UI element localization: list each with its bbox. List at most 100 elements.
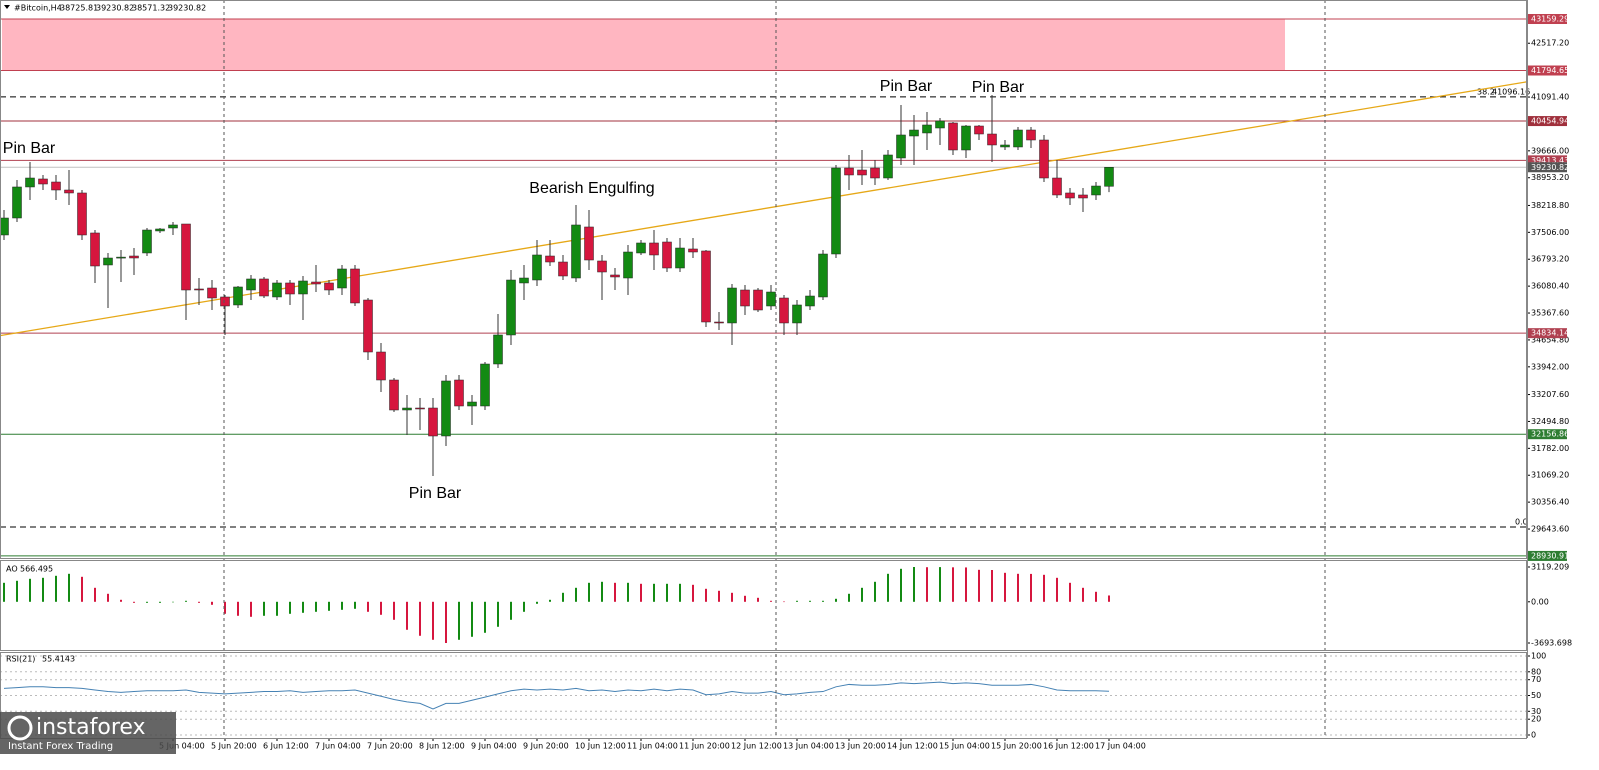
candle-body <box>233 286 243 306</box>
ao-bar <box>965 567 967 602</box>
fib-ratio: 38.2 <box>1477 87 1495 96</box>
candle-body <box>64 189 74 194</box>
ao-bar <box>315 601 317 612</box>
ao-bar <box>731 592 733 602</box>
x-tick-label: 7 Jun 20:00 <box>367 742 413 751</box>
candle-body <box>1078 194 1088 199</box>
y-tick-label: 20 <box>1531 715 1541 724</box>
price-label: 34834.14 <box>1531 329 1569 338</box>
ao-bar <box>107 593 109 602</box>
y-tick-label: 3119.209 <box>1531 563 1569 572</box>
ao-bar <box>939 567 941 602</box>
ao-bar <box>562 592 564 602</box>
candle-body <box>649 242 659 256</box>
ao-bar <box>809 600 811 602</box>
ao-bar <box>887 573 889 602</box>
y-tick-label: 34654.80 <box>1531 335 1569 344</box>
y-tick-label: 31069.20 <box>1531 471 1569 480</box>
price-label: 40454.94 <box>1531 117 1569 126</box>
ao-bar <box>133 601 135 603</box>
candle-body <box>103 257 113 266</box>
ao-name: AO <box>6 565 18 574</box>
ao-bar <box>458 601 460 640</box>
rsi-value: 55.4143 <box>42 655 75 664</box>
ao-bar <box>497 601 499 627</box>
ao-bar <box>445 601 447 644</box>
candle-body <box>1091 185 1101 196</box>
ao-bar <box>1030 573 1032 602</box>
y-tick-label: 38953.20 <box>1531 173 1569 182</box>
x-tick-label: 14 Jun 12:00 <box>887 742 938 751</box>
y-tick-label: 36080.40 <box>1531 282 1569 291</box>
ao-bar <box>471 601 473 637</box>
resistance-zone <box>2 19 1285 71</box>
ao-bar <box>900 568 902 602</box>
ao-bar <box>432 601 434 640</box>
candle-body <box>584 226 594 261</box>
x-tick-label: 15 Jun 20:00 <box>991 742 1042 751</box>
y-tick-label: 35367.60 <box>1531 309 1569 318</box>
ao-bar <box>3 582 5 602</box>
price-label-bg <box>1528 116 1567 127</box>
candle-body <box>753 289 763 311</box>
ao-bar <box>263 601 265 616</box>
fib-value: 41096.16 <box>1492 87 1530 96</box>
candle-body <box>0 217 9 236</box>
candle-body <box>363 299 373 353</box>
y-tick-label: 70 <box>1531 675 1541 684</box>
price-label: 28930.91 <box>1531 551 1569 560</box>
candle-body <box>961 125 971 151</box>
candle-body <box>90 232 100 267</box>
candle-body <box>402 407 412 411</box>
candle-body <box>389 379 399 411</box>
logo: instaforex Instant Forex Trading <box>0 712 176 754</box>
candle-body <box>220 296 230 307</box>
ao-bar <box>692 584 694 602</box>
x-tick-label: 9 Jun 20:00 <box>523 742 569 751</box>
annotation: Pin Bar <box>409 485 462 502</box>
candle-body <box>701 250 711 323</box>
candle-body <box>194 288 204 291</box>
candle-body <box>870 167 880 179</box>
ao-bar <box>575 587 577 602</box>
rsi-line <box>3 681 1110 710</box>
candle-body <box>77 192 87 236</box>
y-tick-label: 39666.00 <box>1531 146 1569 155</box>
candle-body <box>506 279 516 336</box>
brand-name: instaforex <box>36 715 146 740</box>
candle-body <box>12 186 22 219</box>
menu-arrow <box>4 5 10 9</box>
price-label: 41794.65 <box>1531 66 1569 75</box>
ao-bar <box>1108 595 1110 602</box>
candle-body <box>142 229 152 254</box>
candle-body <box>636 242 646 254</box>
y-tick-label: 0 <box>1531 731 1536 740</box>
candle-body <box>428 407 438 437</box>
candle-body <box>1013 129 1023 148</box>
candle-body <box>857 169 867 176</box>
ao-bar <box>146 601 148 603</box>
x-tick-label: 9 Jun 04:00 <box>471 742 517 751</box>
ao-bar <box>926 567 928 602</box>
candle-body <box>545 255 555 263</box>
candle-body <box>714 321 724 324</box>
ao-bar <box>224 601 226 614</box>
candle-body <box>168 224 178 229</box>
ao-bar <box>419 601 421 636</box>
symbol: #Bitcoin,H4 <box>14 4 62 13</box>
ao-bar <box>185 600 187 602</box>
y-tick-label: 31782.00 <box>1531 444 1569 453</box>
ao-bar <box>250 601 252 617</box>
x-tick-label: 8 Jun 12:00 <box>419 742 465 751</box>
trendline <box>0 81 1528 337</box>
ao-bar <box>341 601 343 610</box>
y-tick-label: 36793.20 <box>1531 255 1569 264</box>
y-tick-label: 29643.60 <box>1531 525 1569 534</box>
x-tick-label: 13 Jun 04:00 <box>783 742 834 751</box>
candle-body <box>324 282 334 291</box>
annotation: Pin Bar <box>972 79 1025 96</box>
candle-body <box>467 401 477 407</box>
ao-bar <box>172 601 174 603</box>
candle-body <box>272 282 282 298</box>
